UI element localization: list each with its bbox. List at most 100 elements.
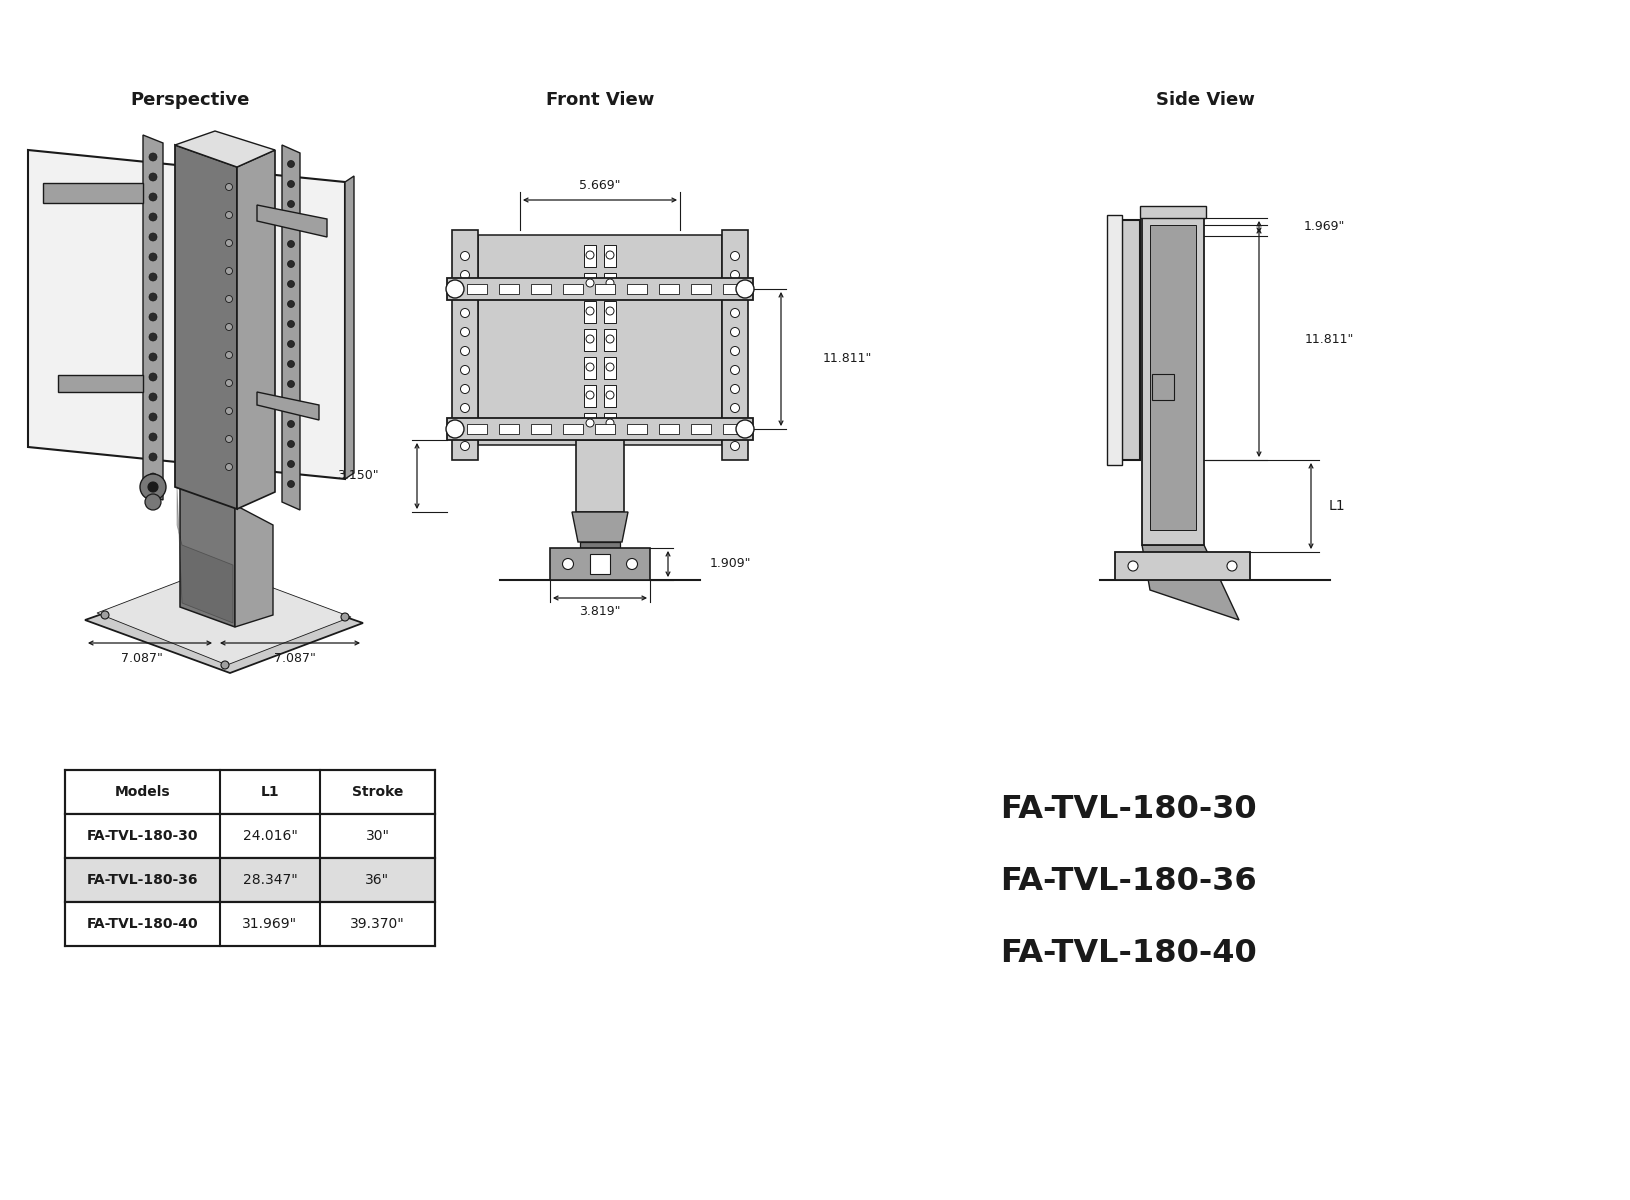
Circle shape	[730, 270, 738, 280]
Circle shape	[148, 373, 156, 380]
Circle shape	[445, 420, 463, 438]
Circle shape	[148, 173, 156, 181]
Bar	[531, 424, 551, 434]
Bar	[65, 770, 435, 814]
Circle shape	[730, 384, 738, 394]
Text: FA-TVL-180-40: FA-TVL-180-40	[999, 938, 1257, 970]
Bar	[584, 356, 595, 379]
Polygon shape	[143, 134, 163, 500]
Circle shape	[148, 353, 156, 361]
Polygon shape	[572, 512, 628, 542]
Circle shape	[225, 463, 233, 470]
Polygon shape	[235, 505, 272, 626]
Circle shape	[148, 482, 158, 492]
Bar	[580, 542, 619, 574]
Circle shape	[148, 272, 156, 281]
Bar	[584, 413, 595, 434]
Bar	[603, 413, 616, 434]
Polygon shape	[258, 392, 319, 420]
Circle shape	[460, 270, 469, 280]
Circle shape	[225, 436, 233, 443]
Circle shape	[460, 252, 469, 260]
Text: 3.150": 3.150"	[337, 469, 378, 482]
Polygon shape	[236, 150, 275, 509]
Bar	[447, 278, 753, 300]
Polygon shape	[28, 150, 346, 479]
Bar	[531, 284, 551, 294]
Polygon shape	[174, 131, 275, 167]
Circle shape	[225, 240, 233, 246]
Text: 5.669": 5.669"	[579, 180, 621, 192]
Circle shape	[287, 260, 295, 268]
Text: 1.969": 1.969"	[1304, 221, 1345, 234]
Circle shape	[606, 391, 613, 398]
Text: 3.819": 3.819"	[579, 606, 621, 618]
Bar	[590, 554, 610, 574]
Circle shape	[730, 252, 738, 260]
Bar	[722, 424, 743, 434]
Text: 7.087": 7.087"	[274, 653, 316, 666]
Text: FA-TVL-180-40: FA-TVL-180-40	[86, 917, 199, 931]
Text: 1.909": 1.909"	[709, 558, 751, 570]
Circle shape	[460, 442, 469, 450]
Circle shape	[626, 558, 637, 570]
Circle shape	[730, 328, 738, 336]
Text: Models: Models	[114, 785, 170, 799]
Polygon shape	[1141, 545, 1239, 620]
Circle shape	[1226, 560, 1236, 571]
Bar	[659, 424, 678, 434]
Circle shape	[148, 293, 156, 301]
Text: 7.087": 7.087"	[121, 653, 163, 666]
Polygon shape	[96, 566, 350, 665]
Text: FA-TVL-180-36: FA-TVL-180-36	[86, 872, 199, 887]
Bar	[603, 301, 616, 323]
Text: Side View: Side View	[1154, 91, 1253, 109]
Circle shape	[585, 307, 593, 314]
Bar	[1149, 224, 1195, 530]
Circle shape	[606, 335, 613, 343]
Circle shape	[148, 212, 156, 221]
Circle shape	[735, 280, 753, 298]
Text: 11.811": 11.811"	[1304, 334, 1353, 347]
Circle shape	[148, 332, 156, 341]
Text: 28.347": 28.347"	[243, 872, 297, 887]
Bar	[447, 418, 753, 440]
Circle shape	[148, 233, 156, 241]
Circle shape	[585, 251, 593, 259]
Polygon shape	[85, 572, 363, 673]
Circle shape	[585, 391, 593, 398]
Bar	[584, 301, 595, 323]
Circle shape	[606, 278, 613, 287]
Circle shape	[606, 419, 613, 427]
Bar	[575, 440, 624, 512]
Circle shape	[145, 494, 161, 510]
Text: 39.370": 39.370"	[350, 917, 404, 931]
Bar	[626, 284, 647, 294]
Circle shape	[101, 611, 109, 619]
Circle shape	[225, 268, 233, 275]
Circle shape	[225, 379, 233, 386]
Bar	[691, 284, 711, 294]
Text: FA-TVL-180-30: FA-TVL-180-30	[999, 794, 1255, 826]
Text: 11.811": 11.811"	[823, 353, 872, 366]
Text: Perspective: Perspective	[130, 91, 249, 109]
Circle shape	[287, 300, 295, 307]
Bar	[1151, 374, 1174, 400]
Bar	[499, 284, 518, 294]
Bar	[584, 245, 595, 266]
Bar	[466, 284, 487, 294]
Bar	[584, 329, 595, 350]
Polygon shape	[346, 176, 354, 479]
Bar	[626, 424, 647, 434]
Circle shape	[148, 313, 156, 320]
Circle shape	[287, 461, 295, 468]
Circle shape	[225, 352, 233, 359]
Circle shape	[148, 433, 156, 440]
Circle shape	[287, 200, 295, 208]
Circle shape	[287, 240, 295, 247]
Text: L1: L1	[261, 785, 279, 799]
Bar	[65, 902, 435, 946]
Polygon shape	[282, 145, 300, 510]
Bar	[722, 284, 743, 294]
Circle shape	[148, 253, 156, 260]
